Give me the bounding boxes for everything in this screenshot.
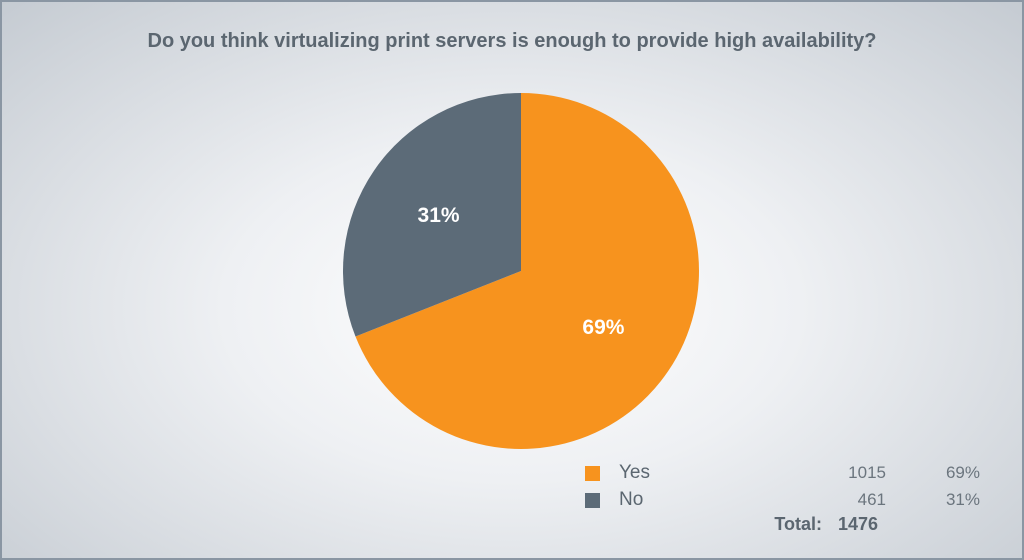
- total-value: 1476: [838, 514, 879, 534]
- legend-item-no: No: [585, 487, 643, 513]
- count-yes: 1015: [848, 463, 886, 482]
- legend-label-yes: Yes: [619, 462, 650, 483]
- count-no: 461: [857, 490, 886, 509]
- legend-label-no: No: [619, 489, 644, 510]
- total-label: Total:: [774, 514, 822, 534]
- percent-no: 31%: [945, 490, 980, 509]
- legend-swatch-yes: [585, 465, 600, 481]
- pie-label-no: 31%: [418, 204, 460, 227]
- legend-swatch-no: [585, 492, 600, 508]
- legend-item-yes: Yes: [585, 460, 650, 486]
- chart-title: Do you think virtualizing print servers …: [147, 30, 877, 52]
- pie-slice-yes: [355, 93, 699, 450]
- pie-label-yes: 69%: [582, 316, 624, 339]
- pie-slice-no: [342, 93, 521, 337]
- percent-yes: 69%: [945, 463, 980, 482]
